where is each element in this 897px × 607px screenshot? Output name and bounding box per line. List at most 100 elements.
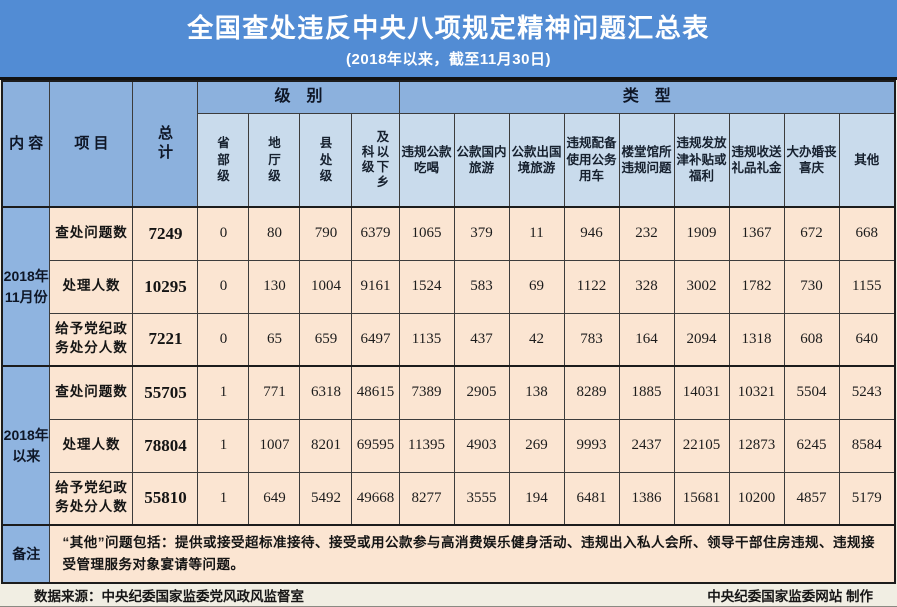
header-type-weddings-funerals: 大办婚丧 喜庆 xyxy=(783,112,840,208)
value-cell: 194 xyxy=(508,471,565,526)
header-type-domestic-travel: 公款国内 旅游 xyxy=(453,112,510,208)
value-cell: 1367 xyxy=(728,206,785,261)
vertical-label-left: 科级 xyxy=(361,144,375,174)
credit: 中央纪委国家监委网站 制作 xyxy=(707,589,873,604)
value-cell: 12873 xyxy=(728,418,785,473)
vertical-label: 科级 及以下乡 xyxy=(353,129,398,190)
value-cell: 5243 xyxy=(838,365,896,420)
value-cell: 583 xyxy=(453,259,510,314)
header-level-provincial: 省 部 级 xyxy=(197,112,250,208)
value-cell: 6379 xyxy=(351,206,400,261)
value-cell: 640 xyxy=(838,312,896,367)
vertical-label-right: 及以下乡 xyxy=(376,129,390,189)
value-cell: 1122 xyxy=(563,259,620,314)
value-cell: 8201 xyxy=(299,418,353,473)
header-type-buildings: 楼堂馆所 违规问题 xyxy=(618,112,675,208)
header-type-overseas-travel: 公款出国 境旅游 xyxy=(508,112,565,208)
header-level-county: 县 处 级 xyxy=(299,112,353,208)
value-cell: 9161 xyxy=(351,259,400,314)
header-band-type: 类 型 xyxy=(398,80,896,114)
value-cell: 1318 xyxy=(728,312,785,367)
value-cell: 11395 xyxy=(398,418,455,473)
row-group-label-month: 2018年 11月份 xyxy=(1,206,51,367)
header-type-dining: 违规公款 吃喝 xyxy=(398,112,455,208)
header-type-gifts: 违规收送 礼品礼金 xyxy=(728,112,785,208)
row-label: 查处问题数 xyxy=(49,206,134,261)
summary-table: 内 容 项 目 总 计 级 别 类 型 省 部 级 地 厅 级 县 处 级 科级… xyxy=(0,80,897,584)
value-cell: 730 xyxy=(783,259,840,314)
row-label: 处理人数 xyxy=(49,418,134,473)
row-label: 给予党纪政 务处分人数 xyxy=(49,312,134,367)
page-title: 全国查处违反中央八项规定精神问题汇总表 xyxy=(187,13,710,43)
value-cell: 1524 xyxy=(398,259,455,314)
total-value: 55810 xyxy=(132,471,199,526)
header-type-allowances: 违规发放 津补贴或 福利 xyxy=(673,112,730,208)
value-cell: 437 xyxy=(453,312,510,367)
value-cell: 783 xyxy=(563,312,620,367)
value-cell: 1 xyxy=(197,418,250,473)
row-label: 查处问题数 xyxy=(49,365,134,420)
value-cell: 608 xyxy=(783,312,840,367)
header-type-official-cars: 违规配备 使用公务 用车 xyxy=(563,112,620,208)
value-cell: 5492 xyxy=(299,471,353,526)
data-source: 数据来源：中央纪委国家监委党风政风监督室 xyxy=(34,589,304,604)
value-cell: 3555 xyxy=(453,471,510,526)
value-cell: 6318 xyxy=(299,365,353,420)
value-cell: 5504 xyxy=(783,365,840,420)
value-cell: 1 xyxy=(197,365,250,420)
value-cell: 5179 xyxy=(838,471,896,526)
value-cell: 379 xyxy=(453,206,510,261)
value-cell: 22105 xyxy=(673,418,730,473)
value-cell: 80 xyxy=(248,206,301,261)
value-cell: 649 xyxy=(248,471,301,526)
value-cell: 14031 xyxy=(673,365,730,420)
value-cell: 672 xyxy=(783,206,840,261)
value-cell: 42 xyxy=(508,312,565,367)
value-cell: 1885 xyxy=(618,365,675,420)
value-cell: 7389 xyxy=(398,365,455,420)
value-cell: 771 xyxy=(248,365,301,420)
value-cell: 164 xyxy=(618,312,675,367)
value-cell: 328 xyxy=(618,259,675,314)
total-value: 55705 xyxy=(132,365,199,420)
value-cell: 1065 xyxy=(398,206,455,261)
header-project: 项 目 xyxy=(49,80,134,208)
value-cell: 130 xyxy=(248,259,301,314)
value-cell: 1155 xyxy=(838,259,896,314)
value-cell: 65 xyxy=(248,312,301,367)
value-cell: 6497 xyxy=(351,312,400,367)
value-cell: 3002 xyxy=(673,259,730,314)
value-cell: 49668 xyxy=(351,471,400,526)
value-cell: 15681 xyxy=(673,471,730,526)
value-cell: 2905 xyxy=(453,365,510,420)
total-value: 10295 xyxy=(132,259,199,314)
value-cell: 946 xyxy=(563,206,620,261)
value-cell: 8584 xyxy=(838,418,896,473)
remark-label: 备注 xyxy=(1,524,51,584)
total-value: 7221 xyxy=(132,312,199,367)
total-value: 7249 xyxy=(132,206,199,261)
header-total: 总 计 xyxy=(132,80,199,208)
value-cell: 269 xyxy=(508,418,565,473)
value-cell: 6245 xyxy=(783,418,840,473)
value-cell: 6481 xyxy=(563,471,620,526)
value-cell: 69595 xyxy=(351,418,400,473)
value-cell: 10321 xyxy=(728,365,785,420)
row-label: 给予党纪政 务处分人数 xyxy=(49,471,134,526)
value-cell: 1386 xyxy=(618,471,675,526)
value-cell: 2437 xyxy=(618,418,675,473)
value-cell: 69 xyxy=(508,259,565,314)
value-cell: 2094 xyxy=(673,312,730,367)
header-level-prefecture: 地 厅 级 xyxy=(248,112,301,208)
value-cell: 790 xyxy=(299,206,353,261)
header-content: 内 容 xyxy=(1,80,51,208)
value-cell: 10200 xyxy=(728,471,785,526)
header-type-other: 其他 xyxy=(838,112,896,208)
title-bar: 全国查处违反中央八项规定精神问题汇总表 (2018年以来，截至11月30日) xyxy=(0,0,897,80)
value-cell: 4857 xyxy=(783,471,840,526)
row-label: 处理人数 xyxy=(49,259,134,314)
value-cell: 8289 xyxy=(563,365,620,420)
total-value: 78804 xyxy=(132,418,199,473)
value-cell: 48615 xyxy=(351,365,400,420)
row-group-label-ytd: 2018年 以来 xyxy=(1,365,51,526)
